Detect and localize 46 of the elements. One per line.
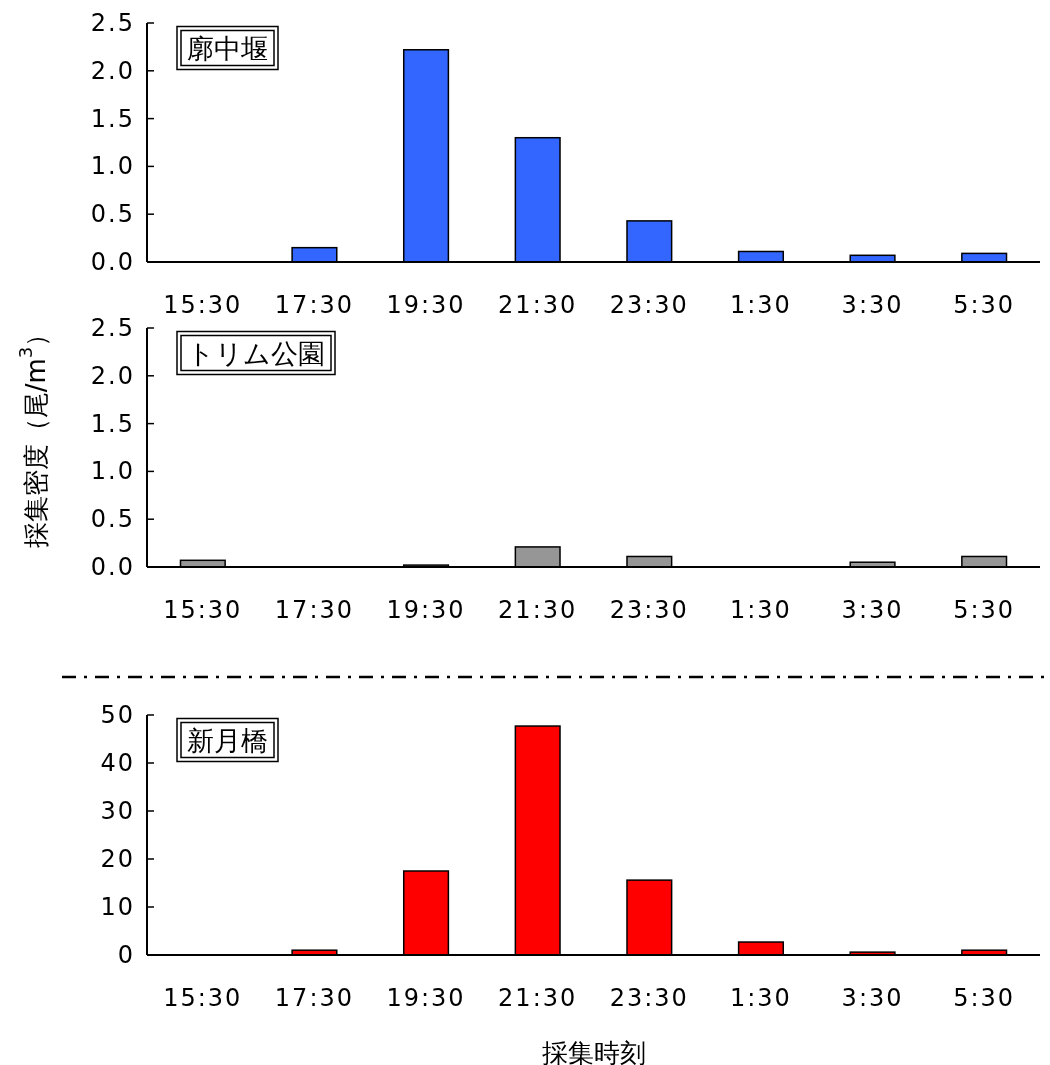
y-tick-label: 0.5 [90, 200, 135, 229]
y-tick-label: 2.5 [90, 9, 135, 37]
x-tick-label: 21:30 [498, 291, 578, 319]
x-tick-label: 21:30 [498, 596, 578, 624]
x-tick-label: 1:30 [729, 291, 792, 319]
x-tick-label: 15:30 [163, 291, 243, 319]
x-tick-label: 21:30 [498, 984, 578, 1012]
y-tick-label: 1.5 [90, 409, 135, 438]
y-tick-label: 2.0 [90, 361, 135, 390]
x-tick-label: 17:30 [274, 984, 355, 1012]
x-tick-label: 23:30 [609, 291, 689, 319]
y-tick-label: 0.0 [90, 248, 135, 276]
x-axis-title: 採集時刻 [541, 1038, 646, 1065]
y-tick-label: 0.5 [90, 505, 135, 534]
x-tick-label: 1:30 [729, 984, 792, 1012]
chart-title: トリム公園 [187, 337, 325, 369]
x-tick-label: 1:30 [729, 596, 792, 624]
x-tick-label: 5:30 [953, 984, 1016, 1012]
y-tick-label: 10 [100, 893, 135, 921]
x-tick-label: 15:30 [163, 984, 243, 1012]
y-tick-label: 50 [100, 701, 135, 729]
x-tick-label: 5:30 [953, 291, 1016, 319]
y-tick-label: 0.0 [90, 553, 135, 581]
y-tick-label: 1.5 [90, 104, 135, 133]
chart-title: 新月橋 [187, 724, 268, 756]
x-tick-label: 15:30 [163, 596, 243, 624]
x-tick-label: 19:30 [386, 596, 466, 624]
y-tick-label: 1.0 [90, 457, 135, 486]
x-tick-label: 3:30 [841, 596, 904, 624]
chart-title: 廓中堰 [187, 32, 268, 64]
x-tick-label: 17:30 [274, 291, 355, 319]
y-tick-label: 2.0 [90, 56, 135, 85]
x-tick-label: 23:30 [609, 596, 689, 624]
y-tick-label: 1.0 [90, 152, 135, 181]
y-tick-label: 20 [100, 845, 135, 873]
x-tick-label: 5:30 [953, 596, 1016, 624]
y-tick-label: 30 [100, 797, 135, 825]
y-tick-label: 2.5 [90, 314, 135, 342]
x-tick-label: 23:30 [609, 984, 689, 1012]
x-tick-label: 3:30 [841, 984, 904, 1012]
x-tick-label: 17:30 [274, 596, 355, 624]
x-tick-label: 19:30 [386, 291, 466, 319]
x-tick-label: 19:30 [386, 984, 466, 1012]
y-tick-label: 0 [117, 941, 135, 969]
y-tick-label: 40 [100, 749, 135, 777]
x-tick-label: 3:30 [841, 291, 904, 319]
